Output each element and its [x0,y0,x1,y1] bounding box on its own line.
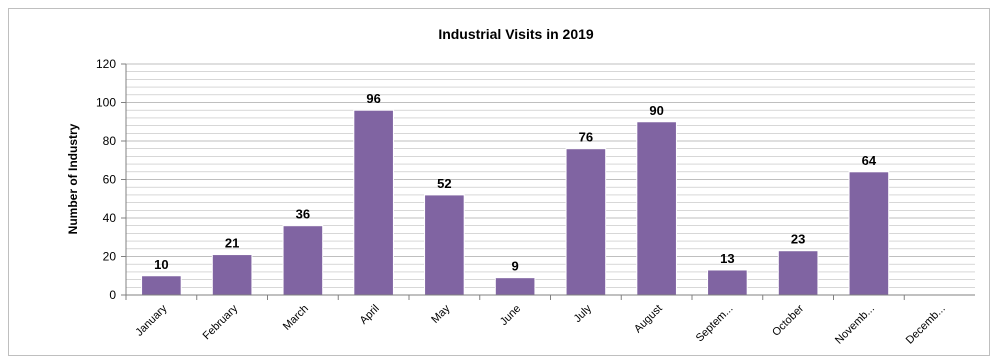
y-tick-label: 80 [103,134,117,148]
gridlines [126,63,975,288]
x-tick-label: March [281,303,311,333]
bar [636,121,677,296]
x-tick-label: February [201,302,241,342]
data-label: 13 [720,251,734,266]
x-tick-label: July [572,302,595,325]
x-tick-label: Decemb... [904,303,948,347]
data-label: 9 [512,259,519,274]
bar [707,269,748,296]
bar [424,194,465,296]
y-axis-label: Number of Industry [66,123,80,234]
bar [282,225,324,296]
x-tick-label: Septem... [694,303,736,345]
y-tick-label: 60 [103,173,117,187]
data-label: 23 [791,232,805,247]
x-tick-label: October [770,302,806,338]
data-label: 21 [225,236,239,251]
x-tick-label: August [632,303,665,336]
bar [565,148,607,296]
data-label: 96 [366,91,380,106]
data-label: 52 [437,176,451,191]
bar-chart: Industrial Visits in 2019 Number of Indu… [66,26,975,347]
x-tick-label: April [358,303,382,327]
y-tick-label: 40 [103,211,117,225]
y-tick-label: 100 [96,96,116,110]
x-tick-label: Novemb... [833,303,877,347]
x-tick-label: June [498,303,523,328]
x-tick-label: January [133,302,170,339]
y-tick-label: 20 [103,250,117,264]
data-label: 76 [579,130,593,145]
bar [848,171,890,296]
bar [353,109,394,296]
y-tick-label: 0 [109,288,116,302]
x-axis-ticks: January February March April May June July Augu… [125,295,948,347]
bar [211,254,253,296]
y-tick-label: 120 [96,57,116,71]
chart-area: Industrial Visits in 2019 Number of Indu… [8,8,990,356]
data-label: 90 [649,103,663,118]
data-labels: 10 21 36 96 52 9 76 90 13 23 64 [154,91,877,273]
axes [125,64,975,296]
data-label: 10 [154,257,168,272]
chart-title: Industrial Visits in 2019 [438,26,594,42]
y-axis-ticks: 0 20 40 60 80 100 120 [96,57,126,302]
data-label: 36 [296,207,310,222]
bar [494,277,536,296]
x-tick-label: May [429,302,453,326]
data-label: 64 [862,153,877,168]
bars [141,109,890,296]
bar [141,275,182,296]
bar [777,250,819,296]
